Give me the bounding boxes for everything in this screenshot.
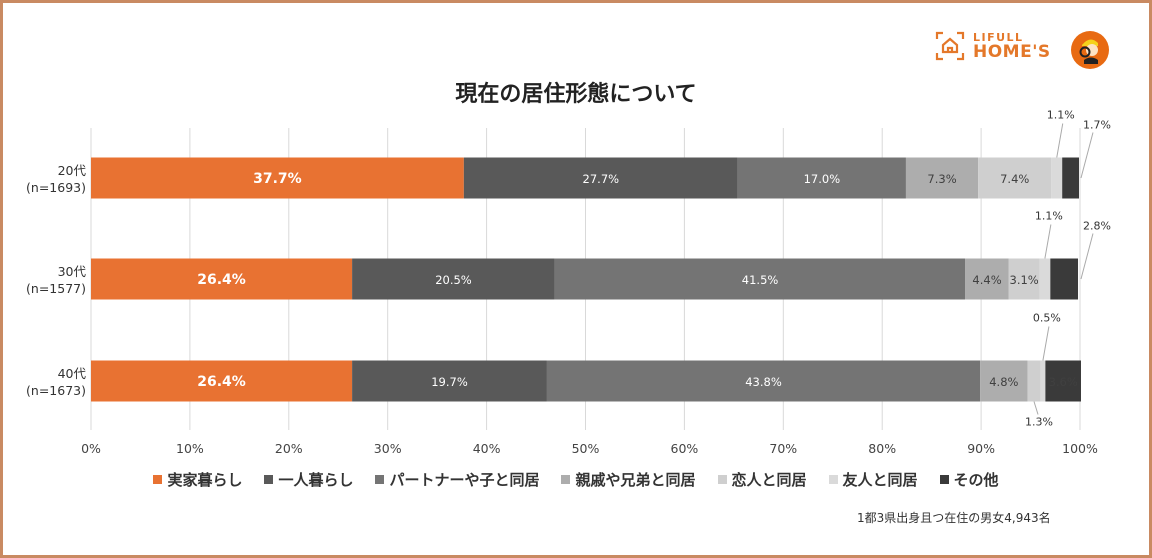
data-label: 1.1% [1047, 109, 1075, 122]
bar-segment [91, 258, 353, 300]
chart-title: 現在の居住形態について [455, 82, 697, 107]
chart-legend: 実家暮らし 一人暮らし パートナーや子と同居 親戚や兄弟と同居 恋人と同居 友人と同居 その… [0, 469, 1152, 490]
category-label: (n=1577) [26, 281, 86, 296]
data-label: 27.7% [583, 172, 620, 186]
leader-line [1033, 401, 1039, 415]
legend-label: その他 [953, 471, 999, 489]
legend-label: 親戚や兄弟と同居 [575, 471, 696, 489]
legend-item: その他 [939, 469, 999, 490]
bar-segment [1062, 157, 1080, 199]
legend-swatch [717, 475, 727, 484]
category-label: 30代 [58, 264, 87, 279]
category-label: 40代 [58, 366, 87, 381]
logo-line1: LIFULL [973, 30, 1024, 44]
legend-swatch [828, 475, 838, 484]
data-label: 43.8% [745, 375, 782, 389]
x-tick-label: 100% [1062, 441, 1098, 456]
bar-segment [91, 360, 353, 402]
data-label: 1.7% [1083, 119, 1111, 132]
data-label: 20.5% [435, 273, 472, 287]
leader-line [1080, 132, 1094, 179]
data-label: 37.7% [253, 171, 302, 187]
legend-item: 一人暮らし [264, 469, 353, 490]
bar-segment [737, 157, 906, 199]
leader-line [1042, 326, 1050, 361]
legend-swatch [153, 475, 163, 484]
bar-segment [1039, 258, 1051, 300]
bar-segment [905, 157, 979, 199]
logo-line2: HOME'S [973, 41, 1051, 62]
data-label: 7.3% [927, 172, 956, 186]
bar-segment [980, 360, 1028, 402]
data-label: 1.1% [1035, 210, 1063, 223]
leader-line [1044, 224, 1052, 259]
data-label: 17.0% [804, 172, 841, 186]
data-label: 19.7% [431, 375, 468, 389]
bar-segment [91, 157, 464, 199]
legend-swatch [264, 475, 274, 484]
data-label: 3.6% [1049, 375, 1078, 389]
data-label: 2.8% [1083, 220, 1111, 233]
x-tick-label: 50% [572, 441, 600, 456]
bar-segment [1040, 360, 1046, 402]
x-tick-label: 40% [473, 441, 501, 456]
data-label: 0.5% [1033, 312, 1061, 325]
data-label: 26.4% [197, 272, 246, 288]
legend-label: 恋人と同居 [731, 471, 807, 489]
data-label: 4.8% [989, 375, 1018, 389]
bar-segment [463, 157, 738, 199]
home-icon [935, 31, 965, 61]
lifull-homes-logo: LIFULL HOME'S [935, 31, 1051, 61]
data-label: 26.4% [197, 374, 246, 390]
x-tick-label: 80% [868, 441, 896, 456]
x-tick-label: 90% [967, 441, 995, 456]
x-tick-label: 70% [769, 441, 797, 456]
category-label: (n=1673) [26, 383, 86, 398]
sample-note: 1都3県出身且つ在住の男女4,943名 [857, 511, 1051, 525]
x-tick-label: 20% [275, 441, 303, 456]
bar-segment [546, 360, 981, 402]
bar-segment [1027, 360, 1041, 402]
bar-segment [1045, 360, 1081, 402]
data-label: 3.1% [1010, 273, 1039, 287]
legend-item: 恋人と同居 [717, 469, 807, 490]
x-tick-label: 0% [81, 441, 101, 456]
bar-segment [978, 157, 1052, 199]
category-label: 20代 [58, 163, 87, 178]
legend-label: 友人と同居 [842, 471, 918, 489]
legend-label: パートナーや子と同居 [389, 471, 540, 489]
bar-segment [1050, 258, 1079, 300]
data-label: 41.5% [742, 273, 779, 287]
stacked-bar-chart: 0% 10% 20% 30% 40% 50% 60% 70% 80% 90% 100% 20代 (n=1… [26, 109, 1111, 457]
category-label: (n=1693) [26, 180, 86, 195]
data-label: 7.4% [1000, 172, 1029, 186]
mascot-icon [1071, 31, 1109, 69]
legend-item: 実家暮らし [153, 469, 242, 490]
leader-line [1056, 123, 1064, 158]
bar-segment [352, 258, 555, 300]
data-label: 1.3% [1025, 416, 1053, 429]
legend-swatch [939, 475, 949, 484]
legend-label: 一人暮らし [278, 471, 354, 489]
legend-swatch [375, 475, 385, 484]
bar-segment [965, 258, 1009, 300]
x-tick-label: 60% [671, 441, 699, 456]
legend-item: 親戚や兄弟と同居 [561, 469, 696, 490]
legend-item: パートナーや子と同居 [375, 469, 539, 490]
legend-item: 友人と同居 [828, 469, 918, 490]
bar-segment [352, 360, 547, 402]
bar-segment [1051, 157, 1063, 199]
x-tick-label: 10% [176, 441, 204, 456]
legend-swatch [561, 475, 571, 484]
x-tick-label: 30% [374, 441, 402, 456]
bar-segment [1008, 258, 1040, 300]
legend-label: 実家暮らし [167, 471, 243, 489]
bar-segment [554, 258, 966, 300]
leader-line [1080, 233, 1094, 280]
data-label: 4.4% [972, 273, 1001, 287]
